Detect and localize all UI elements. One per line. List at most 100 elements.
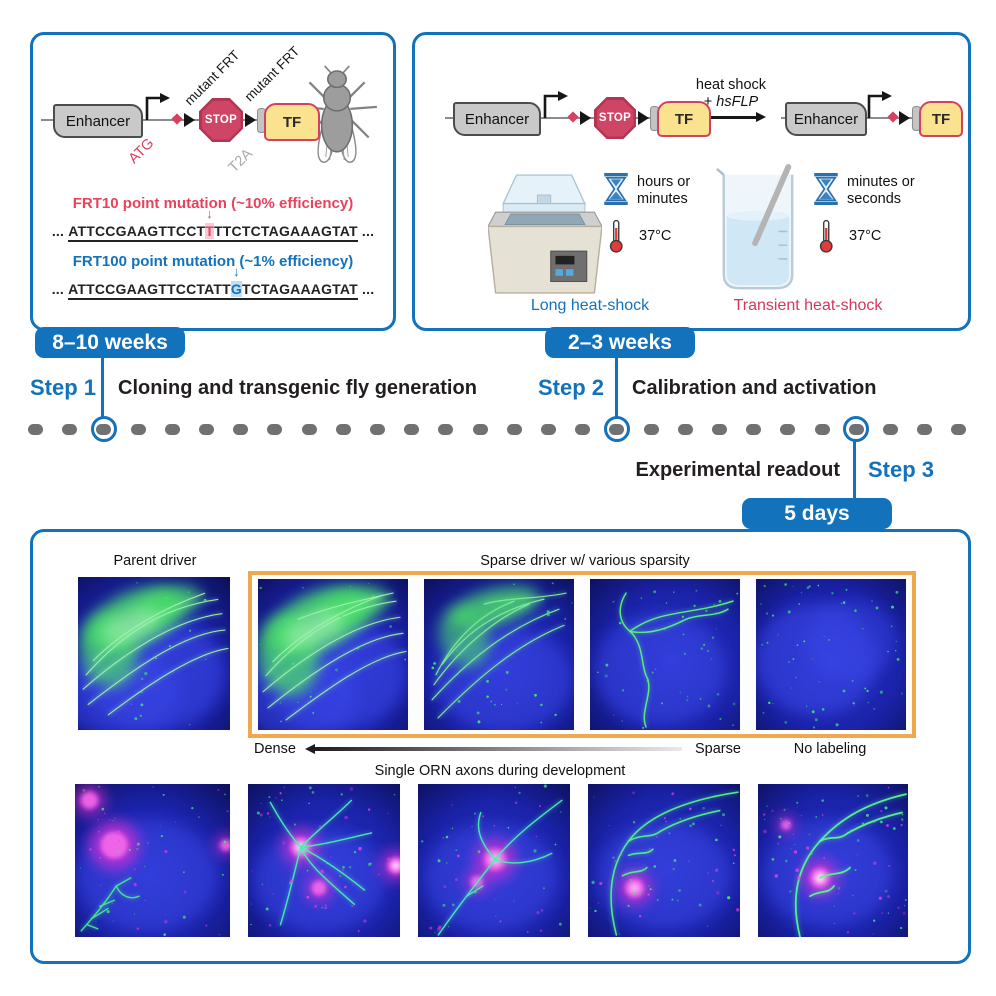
timeline-dot xyxy=(951,424,967,435)
sparsity-group-box xyxy=(248,571,916,738)
timeline-dot xyxy=(917,424,933,435)
timeline-connector xyxy=(615,356,618,417)
construct-after: Enhancer TF xyxy=(781,75,963,159)
timeline-dot xyxy=(335,424,351,435)
promoter-arrow-icon xyxy=(543,91,568,118)
timeline-dot xyxy=(164,424,180,435)
hourglass-icon xyxy=(814,173,838,205)
timeline-milestone-ring xyxy=(603,416,630,442)
atg-diamond-icon xyxy=(171,113,183,125)
mutated-base-letter: T xyxy=(205,223,215,239)
timeline-dot xyxy=(370,424,385,435)
timeline-dot xyxy=(643,424,659,435)
stop-sign: STOP xyxy=(594,97,636,139)
enhancer-box: Enhancer xyxy=(785,102,867,136)
micrograph-development-5 xyxy=(758,784,908,937)
timeline-dot xyxy=(712,424,727,435)
micrograph-parent-driver xyxy=(78,577,230,730)
enhancer-label: Enhancer xyxy=(65,112,131,130)
heat-shock-arrow xyxy=(698,116,756,119)
temperature-text: 37°C xyxy=(639,228,672,244)
micrograph-medium xyxy=(424,579,574,730)
timeline-dot xyxy=(780,424,796,435)
gradient-arrowhead-icon xyxy=(305,744,315,754)
timeline-dot xyxy=(267,424,283,435)
temperature-text: 37°C xyxy=(849,228,882,244)
gene-line xyxy=(781,117,962,119)
timeline-dot xyxy=(541,424,556,435)
density-gradient-arrow xyxy=(314,747,682,751)
thermometer-icon xyxy=(609,219,623,253)
mutated-base-letter: G xyxy=(230,281,242,297)
frt-triangle-icon xyxy=(580,111,591,125)
timeline-dot xyxy=(814,424,830,435)
thermometer-icon xyxy=(819,219,833,253)
duration-text: minutes or seconds xyxy=(847,174,915,207)
sequence-text: ATTCCGAAGTTCCT xyxy=(68,223,206,239)
frt100-title: FRT100 point mutation (~1% efficiency) xyxy=(72,253,354,270)
ellipsis: ... xyxy=(51,281,64,297)
mutated-base: ↓ T xyxy=(205,206,215,239)
tf-box: TF xyxy=(919,101,963,137)
frt10-sequence: ... ATTCCGAAGTTCCT ↓ TTTCTCTAGAAAGTAT ... xyxy=(33,206,393,242)
timeline-dot xyxy=(472,424,488,435)
step2-title: Calibration and activation xyxy=(632,377,877,399)
timeline-dot xyxy=(233,424,249,435)
micrograph-development-3 xyxy=(418,784,570,937)
timeline-dot xyxy=(677,424,693,435)
micrograph-no-labeling xyxy=(756,579,906,730)
no-labeling-label: No labeling xyxy=(793,741,867,757)
tf-box: TF xyxy=(657,101,711,137)
duration-badge-step1: 8–10 weeks xyxy=(35,327,185,358)
water-bath-icon xyxy=(488,174,602,294)
ellipsis: ... xyxy=(362,281,375,297)
micrograph-dense xyxy=(258,579,408,730)
step2-label: Step 2 xyxy=(538,375,605,400)
timeline-dot xyxy=(746,424,762,435)
mutation-arrow-icon: ↓ xyxy=(206,206,214,221)
tf-box: TF xyxy=(264,103,320,141)
heat-shock-text: heat shock xyxy=(695,77,767,93)
frt-triangle-icon xyxy=(899,111,910,125)
frt10-title: FRT10 point mutation (~10% efficiency) xyxy=(72,195,354,212)
enhancer-box: Enhancer xyxy=(53,104,143,138)
long-heat-shock-caption: Long heat-shock xyxy=(530,297,650,314)
construct-diagram: Enhancer STOP TF mutant FRT mutant FRT A… xyxy=(41,43,320,193)
step1-title: Cloning and transgenic fly generation xyxy=(118,377,477,399)
enhancer-label: Enhancer xyxy=(793,110,859,128)
parent-driver-label: Parent driver xyxy=(113,553,197,569)
stop-sign: STOP xyxy=(199,98,243,142)
timeline-milestone-ring xyxy=(843,416,870,442)
ellipsis: ... xyxy=(51,223,65,239)
construct-before: Enhancer STOP TF xyxy=(445,75,721,159)
beaker-icon xyxy=(716,164,794,290)
transient-heat-shock-caption: Transient heat-shock xyxy=(733,297,883,314)
sequence-text: ATTCCGAAGTTCCTATT xyxy=(68,281,231,297)
micrograph-development-4 xyxy=(588,784,740,937)
step1-label: Step 1 xyxy=(30,375,97,400)
t2a-label: T2A xyxy=(225,145,256,176)
hourglass-icon xyxy=(604,173,628,205)
ellipsis: ... xyxy=(361,223,375,239)
timeline-dot xyxy=(506,424,522,435)
sequence-text: TTCTCTAGAAAGTAT xyxy=(214,223,358,239)
step3-title: Experimental readout xyxy=(635,459,840,481)
stop-label: STOP xyxy=(201,100,241,140)
panel-calibration: Enhancer STOP TF heat shock + hsFLP Enha… xyxy=(412,32,971,331)
timeline-dot xyxy=(130,424,146,435)
timeline-connector xyxy=(853,441,856,499)
atg-diamond-icon xyxy=(567,111,579,123)
timeline-connector xyxy=(101,356,104,417)
stop-label: STOP xyxy=(596,99,634,137)
micrograph-development-2 xyxy=(248,784,400,937)
sparse-driver-label: Sparse driver w/ various sparsity xyxy=(480,553,690,569)
timeline-dot xyxy=(301,424,317,435)
mutated-base: ↓ G xyxy=(230,264,242,297)
dense-label: Dense xyxy=(254,741,296,757)
frt-triangle-icon xyxy=(245,113,256,127)
sparse-label: Sparse xyxy=(695,741,741,757)
panel-cloning: Enhancer STOP TF mutant FRT mutant FRT A… xyxy=(30,32,396,331)
fly-icon xyxy=(297,65,377,163)
frt-triangle-icon xyxy=(184,113,195,127)
timeline-dot xyxy=(199,424,214,435)
